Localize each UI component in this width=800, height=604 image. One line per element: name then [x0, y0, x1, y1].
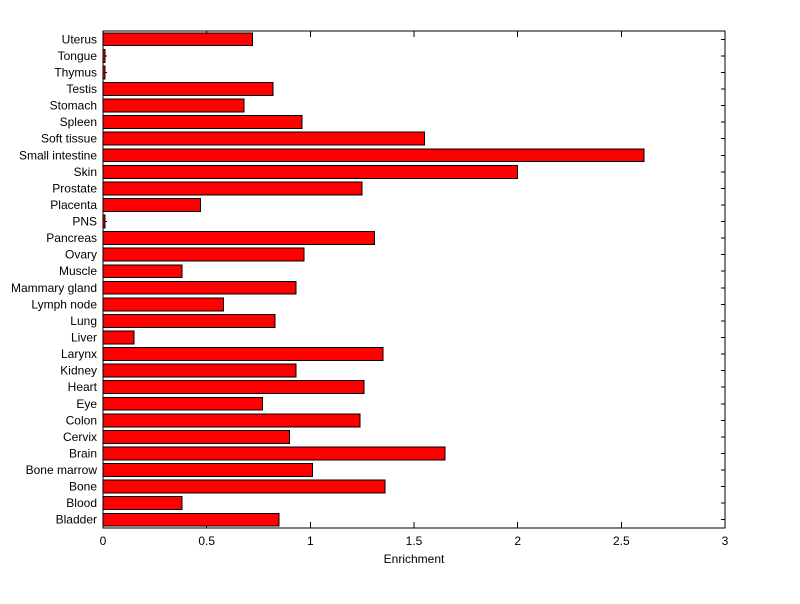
category-label: Liver — [71, 330, 97, 344]
bar — [102, 82, 274, 96]
x-axis-label: Enrichment — [384, 552, 445, 566]
bar — [102, 264, 183, 279]
bar — [102, 247, 305, 262]
bar — [102, 148, 645, 163]
bar — [102, 115, 303, 130]
category-label: Mammary gland — [11, 281, 97, 295]
category-label: Eye — [76, 397, 97, 411]
x-tick-label: 1 — [307, 534, 314, 548]
category-label: Larynx — [61, 347, 97, 361]
category-label: Blood — [66, 496, 97, 510]
category-label: Stomach — [50, 99, 97, 113]
bar — [102, 429, 291, 444]
bar — [102, 231, 376, 246]
bar — [102, 131, 425, 146]
bar — [102, 164, 519, 179]
bar — [102, 48, 106, 63]
bar — [102, 512, 280, 527]
category-label: Pancreas — [46, 231, 97, 245]
bar — [102, 363, 297, 378]
bar — [102, 413, 361, 428]
category-label: Spleen — [60, 115, 97, 129]
category-label: Uterus — [62, 32, 97, 46]
bar — [102, 65, 106, 80]
category-label: Small intestine — [19, 148, 97, 162]
x-tick-label: 0.5 — [198, 534, 215, 548]
category-label: Testis — [66, 82, 97, 96]
x-tick-label: 2.5 — [613, 534, 630, 548]
bar — [102, 479, 386, 494]
category-label: Cervix — [63, 430, 97, 444]
bar — [102, 496, 183, 511]
category-label: Tongue — [58, 49, 98, 63]
bar — [102, 32, 253, 47]
category-label: Colon — [66, 413, 97, 427]
bar — [102, 214, 106, 229]
category-label: Skin — [74, 165, 97, 179]
x-tick-label: 2 — [514, 534, 521, 548]
bar — [102, 463, 313, 477]
bar — [102, 396, 264, 411]
category-label: Lymph node — [31, 297, 97, 311]
category-label: Ovary — [65, 248, 97, 262]
bar — [102, 446, 446, 461]
plot-frame — [102, 30, 726, 529]
category-label: Brain — [69, 446, 97, 460]
x-tick-label: 1.5 — [406, 534, 423, 548]
category-label: Heart — [68, 380, 98, 394]
bar — [102, 280, 297, 295]
category-label: Placenta — [50, 198, 97, 212]
bar — [102, 297, 224, 312]
x-tick-label: 3 — [722, 534, 729, 548]
bar — [102, 181, 363, 196]
bar — [102, 330, 135, 345]
category-label: Kidney — [60, 364, 97, 378]
category-label: Prostate — [52, 181, 97, 195]
bar — [102, 380, 365, 395]
category-label: Bladder — [56, 513, 97, 527]
category-label: Bone — [69, 480, 97, 494]
bar — [102, 347, 384, 362]
bar — [102, 197, 201, 212]
category-label: Lung — [70, 314, 97, 328]
bar — [102, 98, 245, 113]
x-tick-label: 0 — [100, 534, 107, 548]
bar — [102, 313, 276, 328]
category-label: Bone marrow — [26, 463, 98, 477]
category-label: Muscle — [59, 264, 97, 278]
category-label: Thymus — [54, 65, 97, 79]
category-label: Soft tissue — [41, 132, 97, 146]
category-label: PNS — [72, 215, 97, 229]
